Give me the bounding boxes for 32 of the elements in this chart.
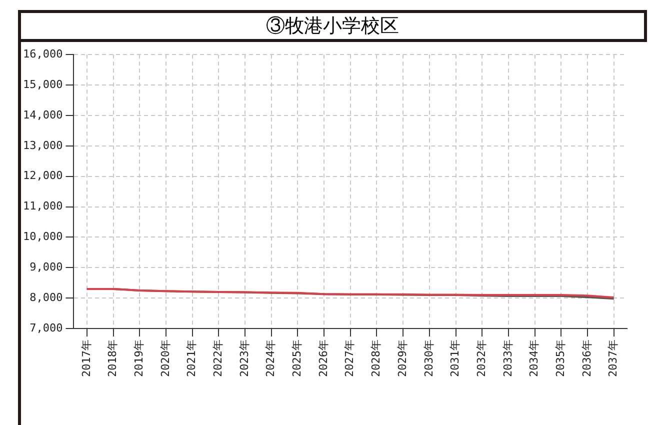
x-tick-label: 2029年 bbox=[396, 340, 409, 378]
x-tick-label: 2022年 bbox=[211, 340, 224, 378]
x-tick-label: 2025年 bbox=[290, 340, 304, 378]
x-tick-label: 2024年 bbox=[264, 340, 278, 378]
y-tick-label: 16,000 bbox=[22, 47, 63, 60]
x-tick-label: 2019年 bbox=[132, 340, 146, 378]
y-tick-label: 15,000 bbox=[22, 78, 63, 91]
x-tick-label: 2034年 bbox=[528, 340, 541, 378]
x-tick-label: 2026年 bbox=[316, 340, 330, 378]
y-tick-label: 7,000 bbox=[30, 321, 63, 334]
y-tick-label: 9,000 bbox=[30, 260, 63, 274]
x-tick-label: 2028年 bbox=[370, 340, 383, 378]
x-tick-label: 2023年 bbox=[238, 340, 251, 378]
x-tick-label: 2017年 bbox=[80, 340, 93, 378]
y-tick-label: 11,000 bbox=[22, 200, 63, 213]
x-tick-label: 2035年 bbox=[554, 340, 567, 378]
chart-title: ③牧港小学校区 bbox=[21, 13, 647, 42]
x-tick-label: 2018年 bbox=[106, 340, 120, 378]
x-tick-label: 2027年 bbox=[343, 340, 356, 378]
x-tick-label: 2033年 bbox=[501, 340, 514, 378]
x-tick-label: 2031年 bbox=[448, 340, 462, 378]
x-tick-label: 2020年 bbox=[158, 340, 172, 378]
x-tick-label: 2036年 bbox=[580, 340, 594, 378]
x-tick-label: 2032年 bbox=[474, 340, 488, 378]
y-tick-label: 13,000 bbox=[22, 138, 63, 152]
y-tick-label: 12,000 bbox=[22, 169, 63, 182]
y-tick-label: 8,000 bbox=[30, 290, 63, 304]
x-tick-label: 2037年 bbox=[606, 340, 620, 378]
x-tick-label: 2030年 bbox=[422, 340, 436, 378]
y-tick-label: 14,000 bbox=[22, 108, 63, 122]
y-tick-label: 10,000 bbox=[22, 230, 63, 244]
x-tick-label: 2021年 bbox=[185, 340, 198, 378]
